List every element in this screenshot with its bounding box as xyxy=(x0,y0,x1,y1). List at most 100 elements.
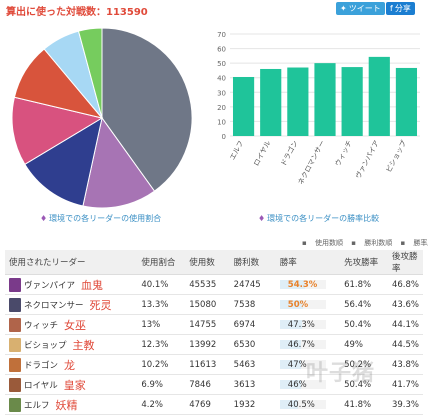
win-rate-cell: 46% xyxy=(275,374,341,395)
tweet-label: ツイート xyxy=(348,4,381,13)
x-tick-label: ウィッチ xyxy=(334,139,354,167)
y-tick-label: 60 xyxy=(217,46,226,54)
col-ratio[interactable]: 使用割合 xyxy=(137,250,186,275)
leader-cn-name: 血鬼 xyxy=(81,278,104,292)
first-turn-win-rate: 50.2% xyxy=(340,354,388,375)
win-rate: 47.3% xyxy=(287,319,315,330)
sort-by-uses[interactable]: ▪ 使用数順 xyxy=(302,239,343,247)
win-rate-cell: 54.3% xyxy=(275,274,341,295)
pin-icon: ♦ xyxy=(258,214,266,223)
first-turn-win-rate: 50.4% xyxy=(340,374,388,395)
leader-name[interactable]: ドラゴン xyxy=(24,360,59,371)
win-rate-cell: 46.7% xyxy=(275,334,341,355)
y-tick-label: 20 xyxy=(217,104,226,112)
col-first-winrate[interactable]: 先攻勝率 xyxy=(340,250,388,275)
bar xyxy=(232,76,255,136)
watermark: 叶子猪 xyxy=(306,361,376,386)
sort-legend: ▪ 使用数順 ▪ 勝利数順 ▪ 勝率順 xyxy=(296,238,428,248)
leader-cell: ウィッチ 女巫 xyxy=(5,314,138,335)
win-count: 5463 xyxy=(229,354,276,375)
win-rate-bar: 40.5% xyxy=(279,399,326,409)
win-rate-cell: 40.5% xyxy=(275,394,341,415)
leader-name[interactable]: ネクロマンサー xyxy=(24,300,84,311)
win-rate: 50% xyxy=(287,299,309,310)
leader-avatar xyxy=(9,337,21,352)
pie-slice xyxy=(101,27,193,192)
sort-by-winrate[interactable]: ▪ 勝率順 xyxy=(400,239,428,247)
usage-ratio: 40.1% xyxy=(137,274,186,295)
first-turn-win-rate: 49% xyxy=(340,334,388,355)
battle-count-label: 算出に使った対戦数：113590 xyxy=(6,7,148,18)
header: 算出に使った対戦数：113590 ✦ ツイート f 分享 xyxy=(0,0,428,18)
leader-cell: エルフ 妖精 xyxy=(5,394,138,415)
win-rate-bar: 50% xyxy=(279,299,326,310)
x-tick-label: ロイヤル xyxy=(252,139,272,167)
pie-slice xyxy=(77,27,103,119)
win-rate: 47% xyxy=(287,359,307,370)
win-rate-cell: 50% xyxy=(275,294,341,315)
col-leader[interactable]: 使用されたリーダー xyxy=(5,250,138,275)
winrate-caption[interactable]: ♦ 環境での各リーダーの勝率比較 xyxy=(258,213,379,224)
table-row: ドラゴン龙 10.2% 11613 5463 47% 50.2% 43.8% xyxy=(5,354,423,375)
x-tick-label: エルフ xyxy=(228,139,245,161)
pie-slice xyxy=(24,116,103,207)
leader-avatar xyxy=(9,377,21,392)
bar xyxy=(260,68,282,136)
table-row: ヴァンパイア 血鬼 40.1% 45535 24745 54.3% 61.8% 46.8% xyxy=(5,274,423,295)
first-turn-win-rate: 56.4% xyxy=(340,294,388,315)
second-turn-win-rate: 39.3% xyxy=(387,394,423,415)
win-rate-bar-fill xyxy=(279,299,303,309)
win-rate-cell: 47.3% xyxy=(275,314,341,335)
win-rate: 46% xyxy=(287,379,307,390)
x-tick-label: ネクロマンサー xyxy=(297,139,327,186)
win-rate-cell: 47% xyxy=(275,354,341,375)
first-turn-win-rate: 61.8% xyxy=(340,274,388,295)
win-count: 1932 xyxy=(229,394,276,415)
x-tick-label: ビショップ xyxy=(384,139,408,174)
leader-cn-name: 妖精 xyxy=(55,398,78,412)
win-count: 7538 xyxy=(229,294,276,315)
twitter-icon: ✦ xyxy=(340,4,347,13)
leader-name[interactable]: ウィッチ xyxy=(24,320,59,331)
usage-count: 45535 xyxy=(185,274,230,295)
win-rate-bar-fill xyxy=(279,339,302,349)
col-wins[interactable]: 勝利数 xyxy=(229,250,276,275)
col-winrate[interactable]: 勝率 xyxy=(275,250,341,275)
bar xyxy=(368,56,390,136)
win-rate: 54.3% xyxy=(287,279,318,290)
leader-name[interactable]: ビショップ xyxy=(24,340,67,351)
usage-count: 7846 xyxy=(185,374,230,395)
win-count: 6530 xyxy=(229,334,276,355)
leader-cell: ヴァンパイア 血鬼 xyxy=(5,274,138,295)
pie-chart-svg xyxy=(11,27,193,209)
leader-cell: ロイヤル 皇家 xyxy=(5,374,138,395)
win-count: 24745 xyxy=(229,274,276,295)
leader-cn-name: 死灵 xyxy=(89,298,112,312)
leader-name[interactable]: エルフ xyxy=(24,400,50,411)
leader-name[interactable]: ヴァンパイア xyxy=(24,280,76,291)
usage-ratio-caption[interactable]: ♦ 環境での各リーダーの使用割合 xyxy=(40,213,161,224)
usage-count: 14755 xyxy=(185,314,230,335)
bar xyxy=(287,67,309,136)
col-uses[interactable]: 使用数 xyxy=(185,250,230,275)
usage-count: 11613 xyxy=(185,354,230,375)
win-count: 3613 xyxy=(229,374,276,395)
bar xyxy=(314,63,336,137)
usage-ratio: 12.3% xyxy=(137,334,186,355)
leader-cell: ネクロマンサー 死灵 xyxy=(5,294,138,315)
tweet-button[interactable]: ✦ ツイート xyxy=(336,2,385,15)
second-turn-win-rate: 41.7% xyxy=(387,374,423,395)
leader-name[interactable]: ロイヤル xyxy=(24,380,58,391)
usage-ratio: 13% xyxy=(137,314,186,335)
share-button[interactable]: f 分享 xyxy=(386,2,415,15)
usage-ratio-caption-text: 環境での各リーダーの使用割合 xyxy=(49,214,162,223)
usage-count: 4769 xyxy=(185,394,230,415)
sort-by-wins[interactable]: ▪ 勝利数順 xyxy=(351,239,393,247)
leader-cn-name: 主教 xyxy=(72,338,95,352)
y-tick-label: 0 xyxy=(222,133,226,141)
table-row: エルフ 妖精 4.2% 4769 1932 40.5% 41.8% 39.3% xyxy=(5,394,423,415)
win-rate-bar-fill xyxy=(279,279,305,289)
col-second-winrate[interactable]: 後攻勝率 xyxy=(387,250,423,275)
x-tick-label: ヴァンパイア xyxy=(353,139,381,180)
